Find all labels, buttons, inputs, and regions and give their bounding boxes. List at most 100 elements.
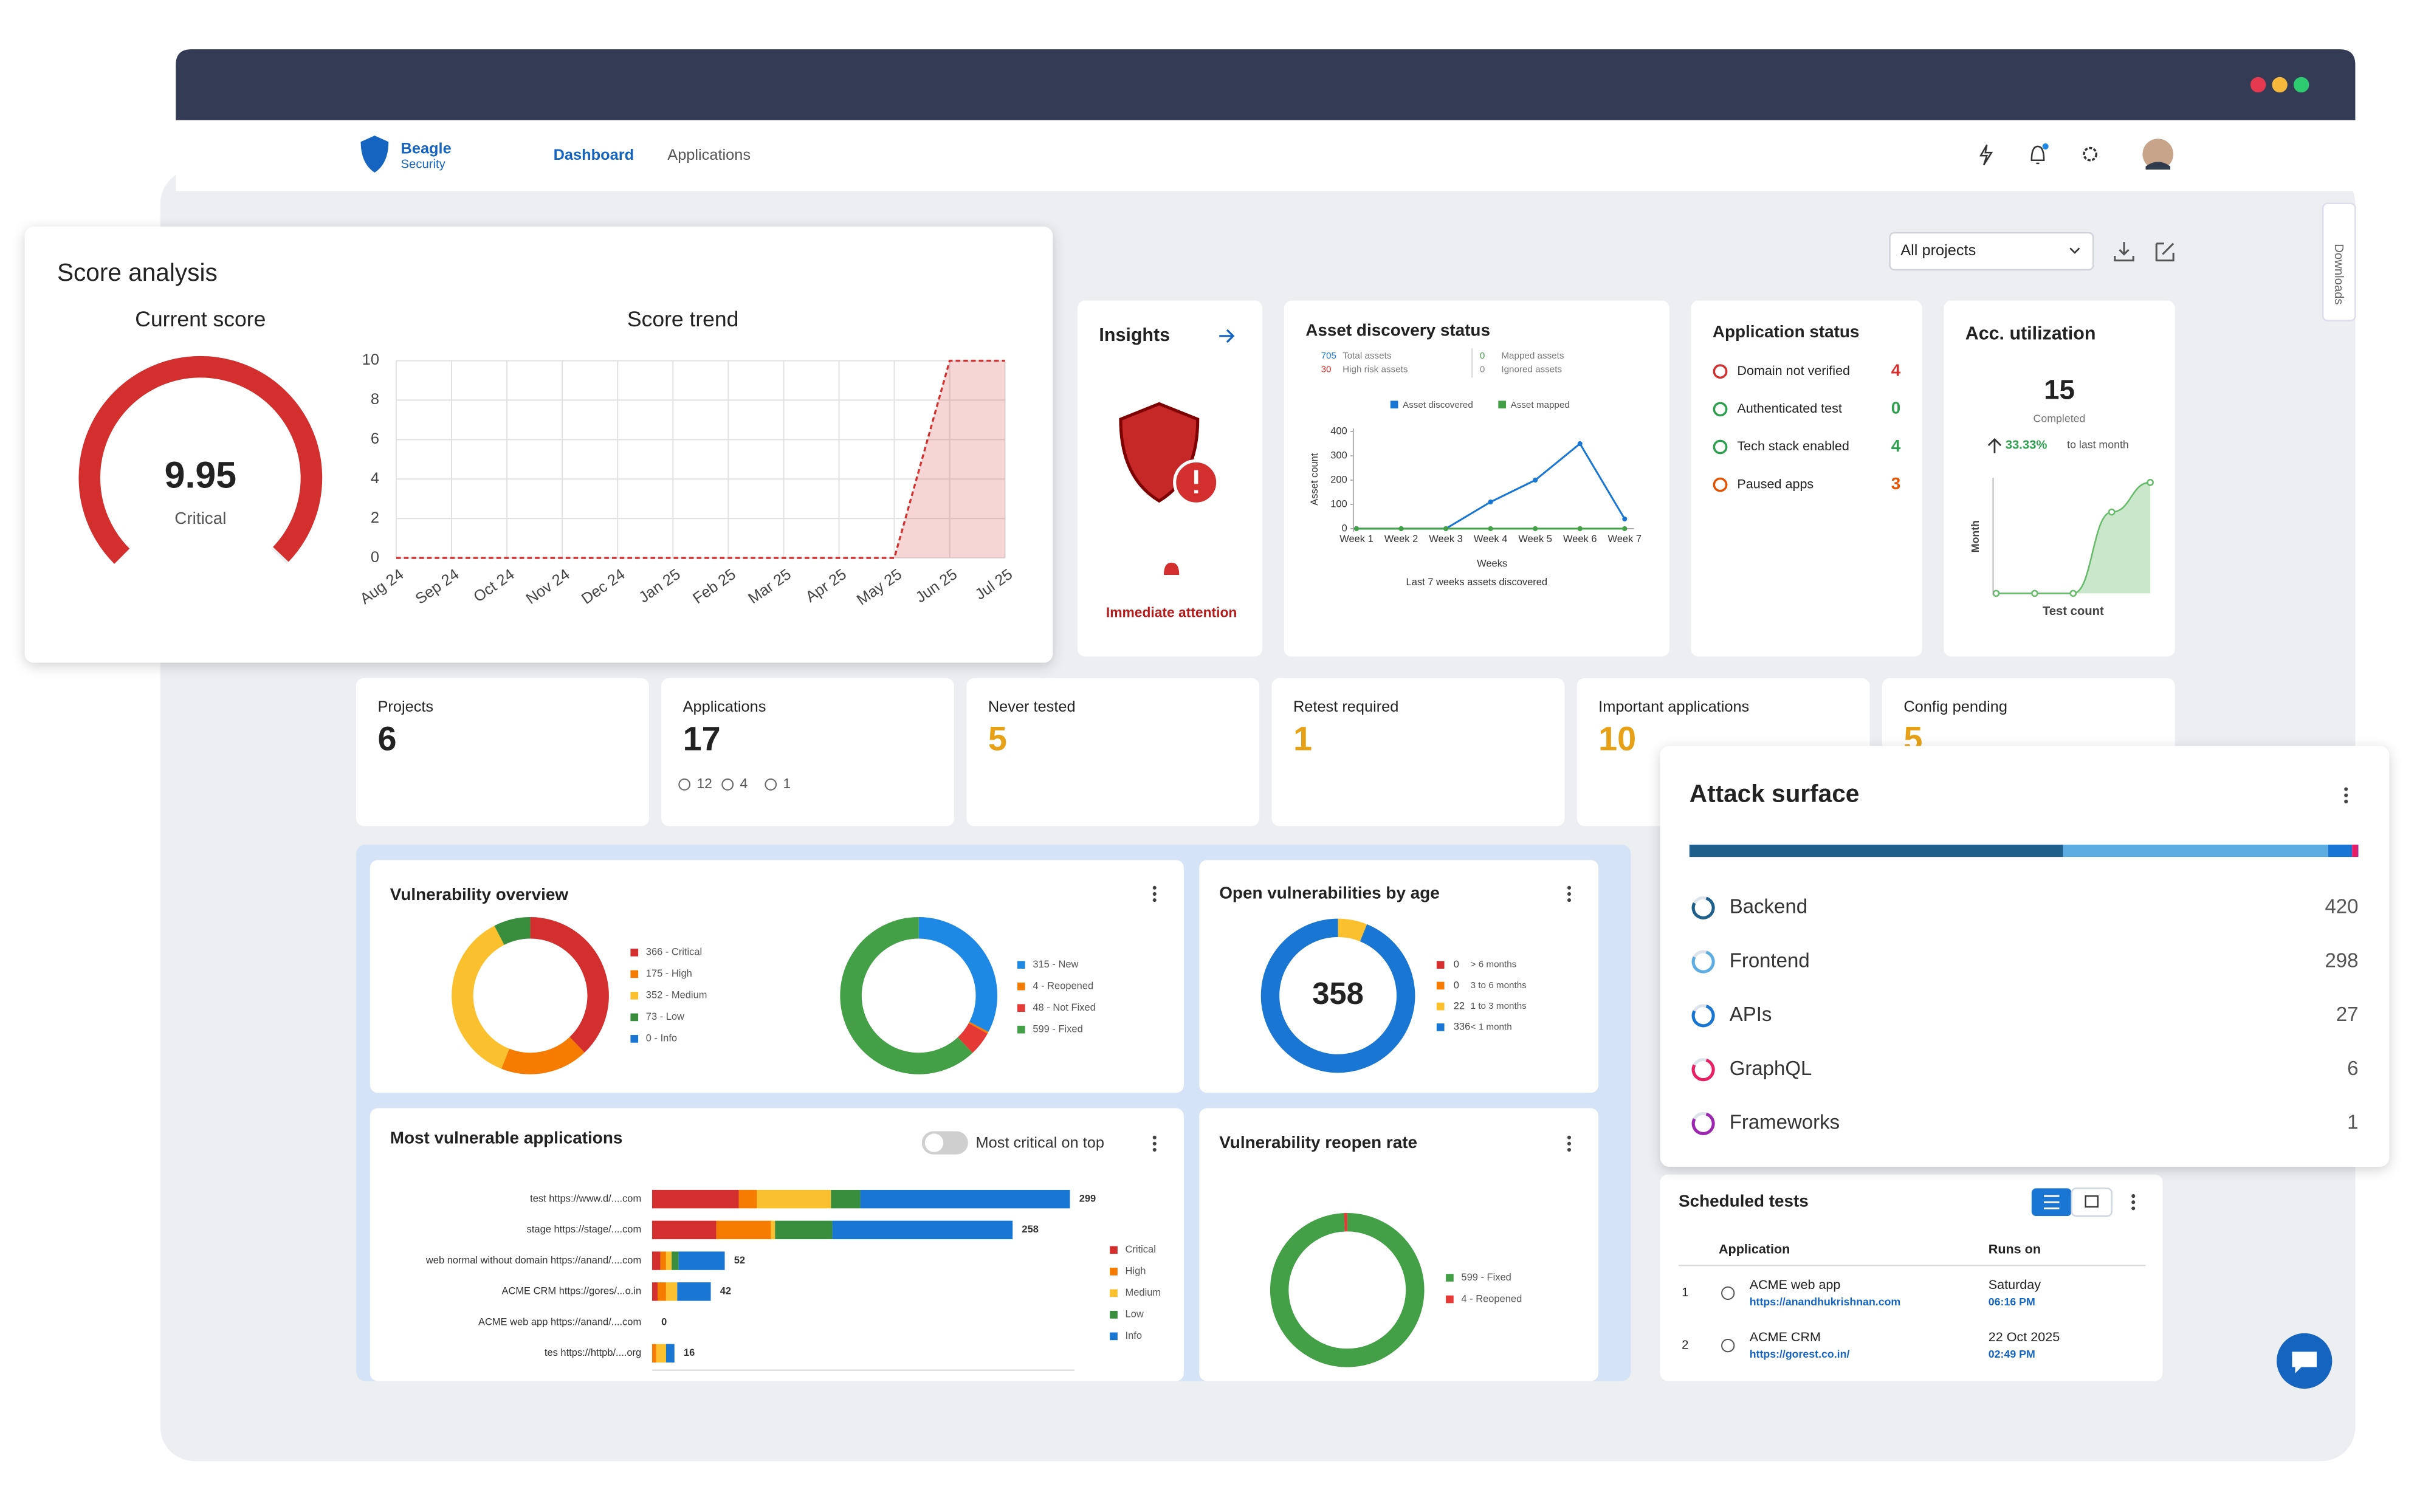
y-tick-label: stage https://stage/....com bbox=[527, 1224, 642, 1235]
y-tick-label: 100 bbox=[1330, 498, 1347, 509]
card bbox=[356, 678, 649, 826]
surface-icon bbox=[1691, 950, 1715, 974]
stat-label: Total assets bbox=[1343, 351, 1392, 361]
logo bbox=[360, 136, 389, 173]
legend-label: 599 - Fixed bbox=[1033, 1024, 1082, 1035]
legend-swatch bbox=[1436, 961, 1445, 969]
completed-count: 15 bbox=[2044, 374, 2075, 405]
arrow-icon bbox=[1219, 329, 1235, 343]
legend-label: 3 to 6 months bbox=[1471, 980, 1527, 991]
y-tick-label: 2 bbox=[371, 509, 379, 526]
icon-download[interactable] bbox=[2114, 242, 2134, 262]
project-select[interactable] bbox=[1889, 232, 2094, 271]
surface-name: GraphQL bbox=[1730, 1057, 1812, 1079]
side-tab[interactable] bbox=[2322, 202, 2356, 321]
donut-segment bbox=[1260, 918, 1415, 1073]
side-tab-text[interactable]: Downloads bbox=[2332, 244, 2345, 304]
surface-value: 6 bbox=[2347, 1057, 2358, 1079]
x-tick-label: Week 4 bbox=[1474, 534, 1508, 545]
legend-label: 4 - Reopened bbox=[1461, 1293, 1522, 1304]
status-value: 3 bbox=[1891, 474, 1901, 493]
column-header: Runs on bbox=[1989, 1242, 2041, 1257]
menu-dot bbox=[2344, 793, 2348, 797]
bar-segment bbox=[652, 1220, 717, 1240]
legend-value: 22 bbox=[1454, 1000, 1465, 1011]
surface-segment bbox=[1689, 844, 2063, 857]
menu-dot bbox=[2131, 1200, 2136, 1204]
window-dot bbox=[2293, 77, 2309, 93]
donut-total: 358 bbox=[1312, 976, 1364, 1011]
bar-segment bbox=[672, 1251, 679, 1270]
legend-label: 4 - Reopened bbox=[1033, 981, 1093, 992]
stat-value: 0 bbox=[1480, 365, 1485, 375]
legend-label: < 1 month bbox=[1471, 1022, 1512, 1032]
icon-bell[interactable] bbox=[2030, 145, 2045, 165]
surface-value: 1 bbox=[2347, 1111, 2358, 1133]
donut-segment bbox=[957, 1023, 988, 1053]
legend-swatch bbox=[1110, 1311, 1118, 1319]
card bbox=[661, 678, 955, 826]
legend-swatch bbox=[1436, 981, 1445, 990]
notification-dot bbox=[2042, 143, 2049, 150]
project-select-text[interactable]: All projects bbox=[1900, 242, 1976, 259]
icon-settings[interactable] bbox=[2083, 146, 2098, 162]
donut-segment bbox=[918, 917, 998, 1032]
menu-dot bbox=[1152, 1135, 1157, 1139]
breakdown-icon bbox=[678, 778, 691, 791]
status-label: Domain not verified bbox=[1737, 363, 1850, 378]
menu-dot bbox=[1567, 1135, 1572, 1139]
point bbox=[1533, 477, 1538, 483]
surface-name: APIs bbox=[1730, 1003, 1772, 1025]
icon-bolt[interactable] bbox=[1979, 144, 1993, 166]
chat-icon bbox=[2292, 1352, 2317, 1373]
run-time: 06:16 PM bbox=[1989, 1296, 2035, 1308]
surface-name: Frameworks bbox=[1730, 1111, 1840, 1133]
card bbox=[370, 1108, 1184, 1381]
legend-label: > 6 months bbox=[1471, 960, 1517, 970]
trend-area bbox=[1996, 482, 2151, 594]
run-date: 22 Oct 2025 bbox=[1989, 1329, 2060, 1344]
menu-dot bbox=[1152, 898, 1157, 902]
legend-swatch bbox=[1017, 1004, 1025, 1012]
icon-edit[interactable] bbox=[2155, 242, 2175, 262]
column-header: Application bbox=[1719, 1242, 1790, 1257]
legend-label: 0 - Info bbox=[646, 1033, 677, 1044]
bar-segment bbox=[652, 1251, 661, 1270]
y-tick-label: tes https://httpb/....org bbox=[545, 1347, 641, 1358]
nav-tab[interactable]: Dashboard bbox=[554, 146, 634, 163]
point bbox=[2147, 478, 2154, 486]
card-title: Asset discovery status bbox=[1305, 321, 1490, 340]
run-date: Saturday bbox=[1989, 1277, 2041, 1292]
stat-value: 30 bbox=[1321, 365, 1332, 375]
bar-total: 52 bbox=[734, 1255, 745, 1266]
menu-dot bbox=[1567, 1147, 1572, 1152]
stat-label: Ignored assets bbox=[1501, 365, 1562, 375]
breakdown-value: 4 bbox=[740, 775, 748, 791]
nav-tab[interactable]: Applications bbox=[667, 146, 751, 163]
bar-total: 42 bbox=[720, 1286, 731, 1297]
donut-segment bbox=[1337, 918, 1367, 942]
legend-label: 73 - Low bbox=[646, 1011, 684, 1022]
up-arrow bbox=[1987, 438, 2002, 453]
subtitle: Current score bbox=[135, 307, 266, 331]
stat-value: 0 bbox=[1480, 351, 1485, 361]
menu-dot bbox=[1567, 1141, 1572, 1146]
avatar[interactable] bbox=[2142, 139, 2174, 170]
bar-segment bbox=[665, 1344, 675, 1363]
app-url: https://anandhukrishnan.com bbox=[1750, 1296, 1901, 1308]
row-index: 1 bbox=[1682, 1286, 1688, 1299]
bar-segment bbox=[678, 1251, 725, 1270]
legend-label: Low bbox=[1126, 1309, 1144, 1320]
bar-segment bbox=[716, 1220, 771, 1240]
chevron bbox=[2069, 247, 2080, 254]
donut-segment bbox=[840, 917, 973, 1074]
y-tick-label: test https://www.d/....com bbox=[530, 1194, 641, 1204]
view-button[interactable] bbox=[2071, 1187, 2113, 1217]
legend-label: 366 - Critical bbox=[646, 947, 702, 958]
x-tick-label: Week 3 bbox=[1429, 534, 1463, 545]
status-value: 4 bbox=[1891, 436, 1901, 455]
stat-value: 5 bbox=[988, 720, 1007, 758]
list-icon bbox=[2044, 1195, 2060, 1209]
y-axis-label: Asset count bbox=[1309, 453, 1320, 505]
point bbox=[2108, 508, 2116, 516]
